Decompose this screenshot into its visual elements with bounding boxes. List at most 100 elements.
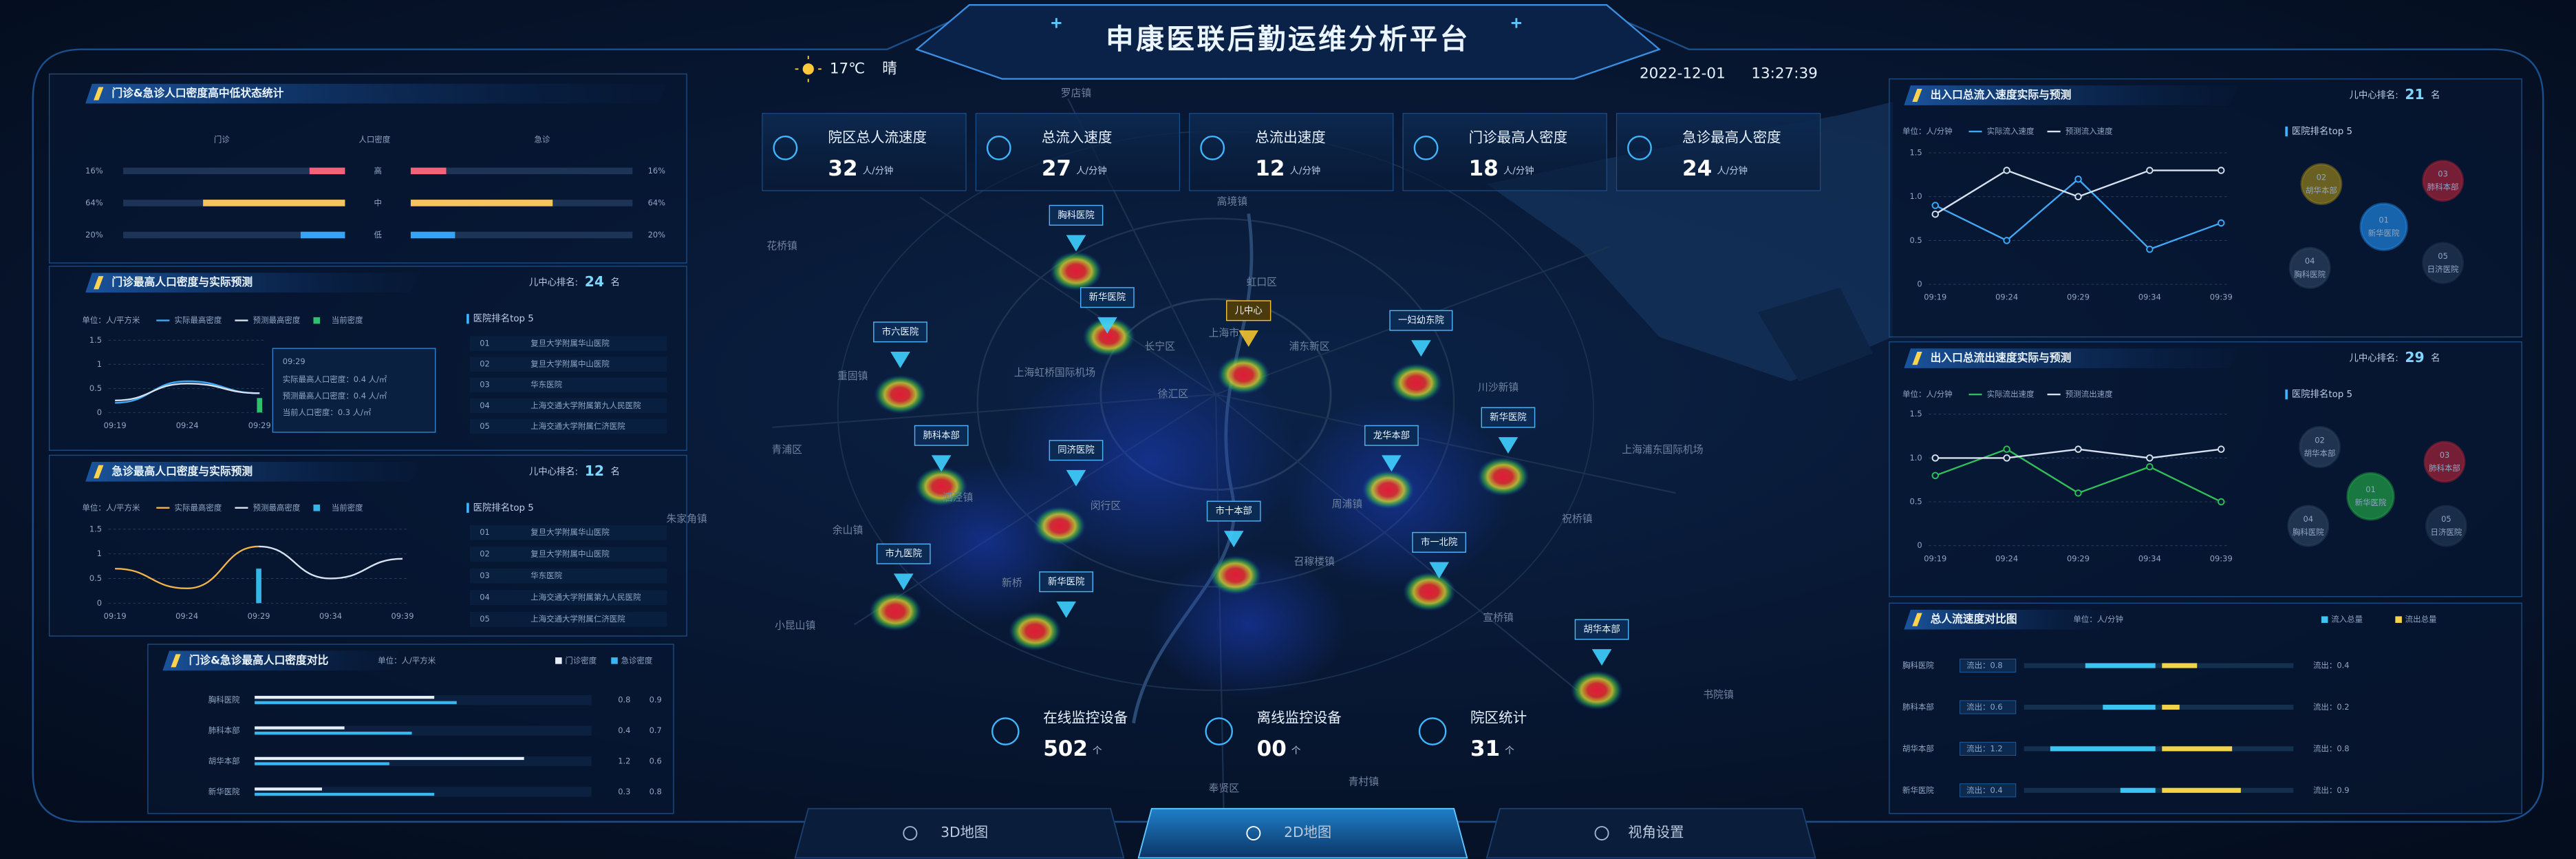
tab[interactable]: 视角设置 [1485,807,1816,859]
bar [410,200,553,206]
point [2074,489,2082,497]
x-tick-label: 09:19 [104,611,127,621]
marker-label[interactable]: 胸科医院 [1058,210,1094,221]
marker-label[interactable]: 市一北院 [1421,536,1457,548]
stat-icon [773,135,798,160]
unit-label: 单位：人/分钟 [2073,615,2123,624]
value-label: 0.9 [650,695,662,705]
hospital-marker[interactable]: 胸科医院 [1049,204,1104,252]
y-tick-label: 0 [1917,279,1922,289]
value-box [1960,741,2017,756]
hospital-marker[interactable]: 一妇幼东院 [1389,310,1453,357]
point [2217,498,2225,506]
header-ornament [1051,18,1522,28]
marker-pin [1056,601,1076,618]
ranking-name: 华东医院 [530,571,562,580]
marker-label[interactable]: 新华医院 [1048,576,1084,587]
point [1931,471,1940,480]
place-label: 青村镇 [1349,776,1380,788]
tab-shape[interactable] [794,807,1125,859]
ranking-rank: 05 [2441,514,2451,524]
stat-label: 院区总人流速度 [828,129,927,146]
heat-blob [1082,317,1135,357]
y-tick-label: 1.5 [1909,409,1922,418]
ranking-bubble [2287,505,2330,547]
tab-label[interactable]: 视角设置 [1628,824,1684,840]
hospital-marker[interactable]: 儿中心 [1225,300,1271,347]
x-tick-label: 09:19 [1924,553,1946,563]
marker-label[interactable]: 新华医院 [1490,412,1526,423]
legend-label: 门诊密度 [565,655,597,665]
marker-box [1574,619,1629,640]
stat-unit: 个 [1291,745,1300,756]
hospital-marker[interactable]: 胡华本部 [1574,619,1629,666]
bar-track [410,231,633,239]
tab-shape[interactable] [1137,807,1468,859]
tab-label[interactable]: 3D地图 [941,824,988,840]
hospital-marker[interactable]: 市十本部 [1206,500,1261,548]
tab-label[interactable]: 2D地图 [1284,824,1331,840]
ranking-rank: 01 [2379,215,2389,224]
marker-label[interactable]: 一妇幼东院 [1398,315,1444,326]
stat-label: 门诊最高人密度 [1469,129,1568,146]
marker-label[interactable]: 龙华本部 [1373,430,1410,441]
hospital-marker[interactable]: 市六医院 [873,321,927,368]
marker-label[interactable]: 市九医院 [886,548,922,560]
rank-label: 儿中心排名: [529,466,578,477]
legend-swatch [2321,616,2328,623]
marker-label[interactable]: 新华医院 [1089,292,1126,303]
hospital-marker[interactable]: 龙华本部 [1364,425,1419,472]
title-marker [94,87,104,100]
point [2003,237,2010,244]
marker-box [1080,287,1135,308]
tooltip-time: 09:29 [283,357,305,366]
rank-unit: 名 [611,466,620,477]
marker-label[interactable]: 肺科本部 [923,430,959,441]
tab-shape[interactable] [1485,807,1816,859]
heat-haze [1150,550,1347,699]
hospital-marker[interactable]: 新华医院 [1080,287,1135,334]
ranking-marker [2285,389,2288,400]
place-label: 虹口区 [1247,277,1278,288]
marker-label[interactable]: 市六医院 [882,326,919,337]
marker-label[interactable]: 胡华本部 [1583,624,1620,635]
panel-title: 总人流速度对比图 [1931,613,2017,626]
marker-label[interactable]: 同济医院 [1058,445,1094,456]
legend-swatch [313,505,321,511]
marker-label[interactable]: 儿中心 [1235,305,1263,316]
hospital-marker[interactable]: 市一北院 [1412,531,1467,579]
legend-label: 当前密度 [332,502,363,512]
category-label: 胡华本部 [1902,743,1934,753]
hospital-marker[interactable]: 市九医院 [876,543,931,591]
hospital-marker[interactable]: 肺科本部 [914,425,969,472]
ranking-row [469,590,667,605]
rank-value: 21 [2405,86,2424,103]
point [1931,454,1940,462]
stat-value: 00 [1257,736,1287,761]
ranking-marker [466,314,469,324]
marker-label[interactable]: 市十本部 [1215,505,1252,517]
level-label: 低 [374,230,382,240]
stat-unit: 个 [1505,745,1514,756]
value-label: 20% [648,230,666,240]
hospital-marker[interactable]: 新华医院 [1039,571,1094,618]
hospital-marker[interactable]: 新华医院 [1481,407,1536,454]
ranking-name: 日济医院 [2430,527,2462,537]
ranking-name: 上海交通大学附属仁济医院 [530,614,625,624]
ranking-title: 医院排名top 5 [473,502,534,513]
ranking-bubble [2288,246,2331,289]
marker-pin [1382,455,1402,472]
heat-blob [1209,555,1262,595]
weather-icon-rays [795,56,822,83]
legend-label: 预测流入速度 [2065,127,2113,136]
stat-label: 院区统计 [1470,709,1527,725]
point [2146,167,2154,174]
hospital-marker[interactable]: 同济医院 [1049,440,1104,487]
ranking-rank: 03 [480,571,490,580]
legend-label: 预测最高密度 [253,315,301,325]
legend-label: 人口密度 [358,134,390,144]
tab[interactable]: 2D地图 [1137,807,1468,859]
tab[interactable]: 3D地图 [794,807,1125,859]
marker-box [1206,500,1261,522]
x-tick-label: 09:34 [2138,293,2161,302]
